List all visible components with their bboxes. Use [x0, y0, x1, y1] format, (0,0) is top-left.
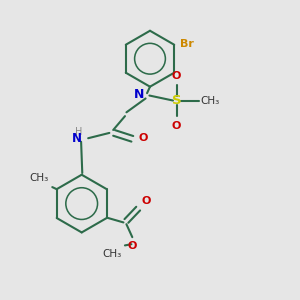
Text: CH₃: CH₃ [29, 173, 49, 183]
Text: CH₃: CH₃ [102, 249, 122, 259]
Text: O: O [128, 241, 137, 251]
Text: O: O [172, 121, 181, 130]
Text: CH₃: CH₃ [201, 95, 220, 106]
Text: S: S [172, 94, 181, 107]
Text: N: N [72, 132, 82, 145]
Text: O: O [141, 196, 151, 206]
Text: O: O [172, 70, 181, 80]
Text: H: H [75, 127, 82, 137]
Text: Br: Br [179, 39, 194, 49]
Text: N: N [134, 88, 144, 101]
Text: O: O [139, 133, 148, 143]
